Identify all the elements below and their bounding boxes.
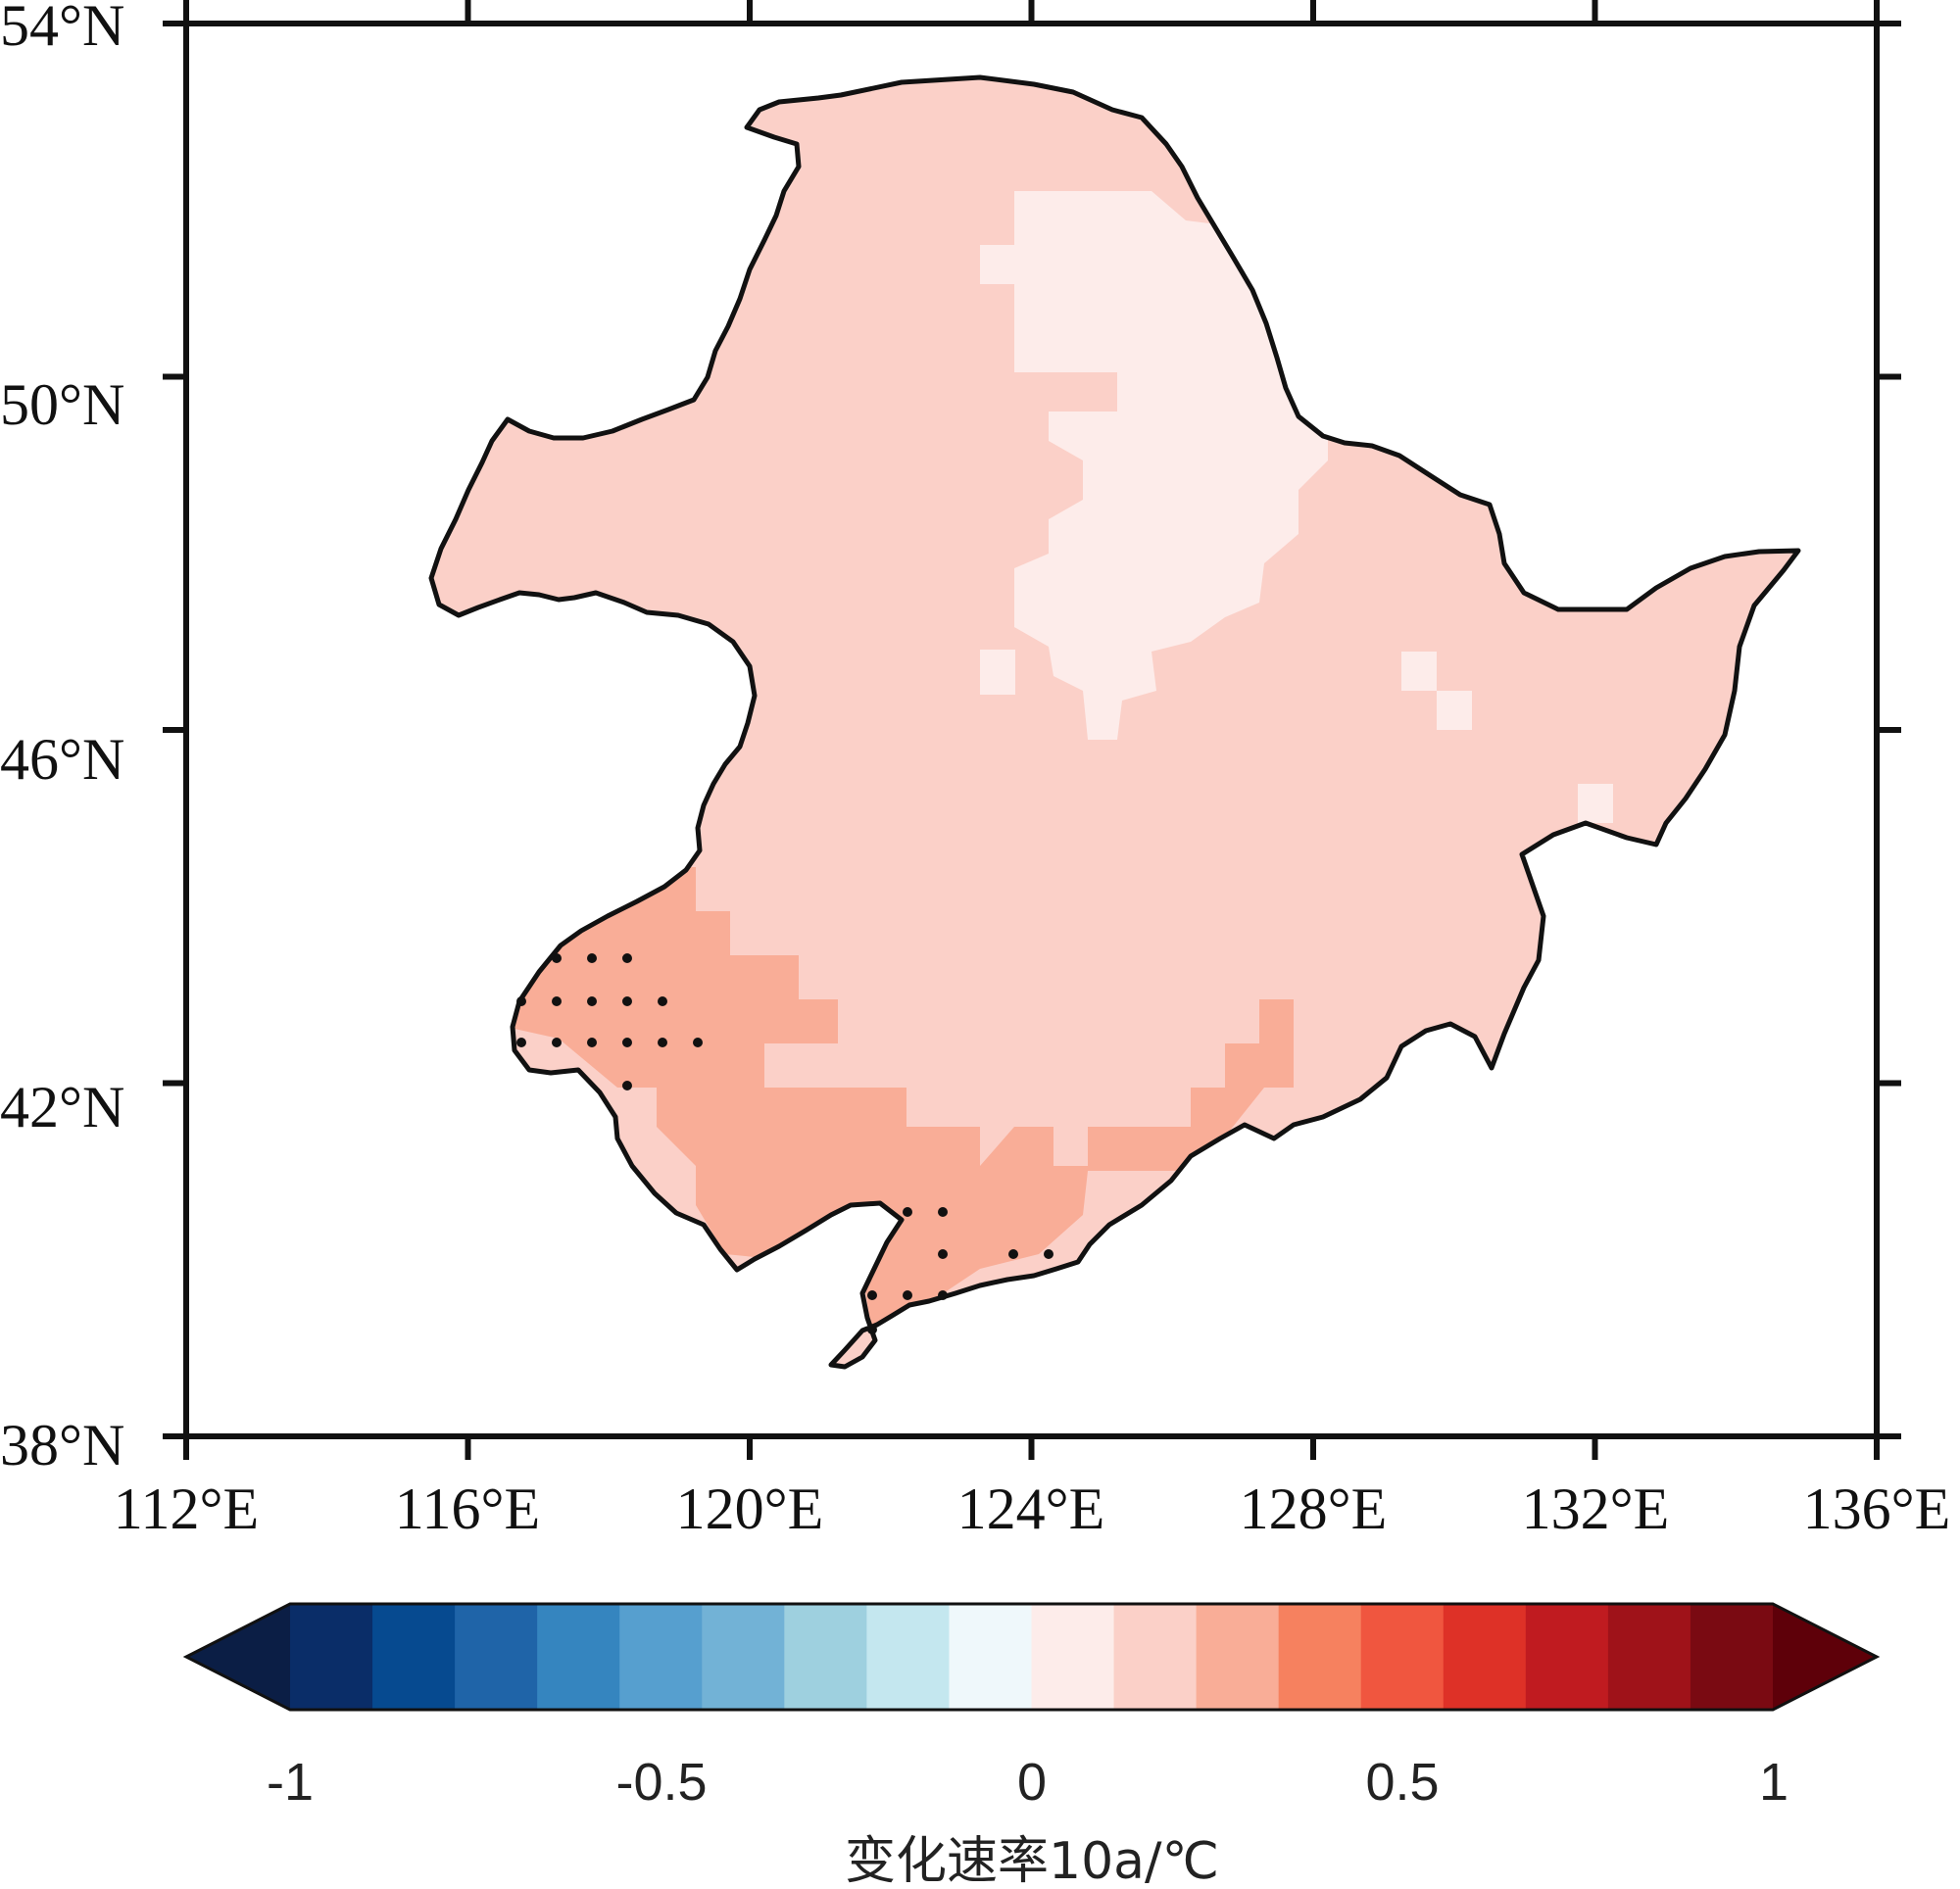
lon-label-124: 124°E bbox=[957, 1477, 1105, 1541]
trend-field-light-cell bbox=[1437, 691, 1472, 730]
lat-label-54: 54°N bbox=[0, 0, 124, 58]
significance-dot bbox=[587, 953, 597, 963]
colorbar-segments bbox=[186, 1604, 1877, 1710]
significance-dot bbox=[552, 1038, 562, 1047]
colorbar-segment bbox=[619, 1604, 703, 1710]
significance-dot bbox=[693, 1038, 703, 1047]
lat-label-46: 46°N bbox=[0, 727, 124, 792]
significance-dot bbox=[1008, 1249, 1018, 1259]
lat-label-38: 38°N bbox=[0, 1413, 124, 1477]
lon-label-132: 132°E bbox=[1522, 1477, 1670, 1541]
colorbar-segment bbox=[290, 1604, 373, 1710]
significance-dot bbox=[587, 1038, 597, 1047]
trend-field-light-cell bbox=[1578, 784, 1613, 823]
colorbar: -1 -0.5 0 0.5 1 变化速率10a/℃ bbox=[182, 1602, 1881, 1889]
colorbar-segment bbox=[949, 1604, 1033, 1710]
significance-dot bbox=[622, 996, 632, 1006]
colorbar-segment bbox=[1690, 1604, 1774, 1710]
axis-ticks bbox=[163, 0, 1901, 1460]
colorbar-segment bbox=[1196, 1604, 1280, 1710]
significance-dot bbox=[867, 1290, 877, 1300]
colorbar-tick-label: 0 bbox=[1017, 1753, 1047, 1812]
lon-label-120: 120°E bbox=[676, 1477, 824, 1541]
significance-dot bbox=[903, 1207, 912, 1217]
lon-label-116: 116°E bbox=[395, 1477, 540, 1541]
colorbar-extend-max bbox=[1773, 1604, 1877, 1710]
region-boundary-line bbox=[428, 74, 1801, 1370]
significance-dot bbox=[516, 1038, 526, 1047]
colorbar-title: 变化速率10a/℃ bbox=[845, 1832, 1219, 1889]
colorbar-segment bbox=[372, 1604, 456, 1710]
colorbar-segment bbox=[537, 1604, 620, 1710]
colorbar-tick-label: -1 bbox=[267, 1753, 314, 1812]
colorbar-segment bbox=[1360, 1604, 1445, 1710]
colorbar-segment bbox=[702, 1604, 785, 1710]
lat-label-50: 50°N bbox=[0, 372, 124, 437]
map-area: 54°N 50°N 46°N 42°N 38°N 112°E 116°E 120… bbox=[0, 0, 1950, 1541]
lat-label-42: 42°N bbox=[0, 1075, 124, 1139]
significance-dot bbox=[587, 996, 597, 1006]
colorbar-segment bbox=[1278, 1604, 1362, 1710]
significance-dot bbox=[552, 996, 562, 1006]
trend-field-light-cell bbox=[980, 650, 1015, 695]
colorbar-segment bbox=[1443, 1604, 1527, 1710]
significance-dot bbox=[622, 1081, 632, 1090]
colorbar-extend-min bbox=[186, 1604, 290, 1710]
colorbar-segment bbox=[1113, 1604, 1198, 1710]
colorbar-segment bbox=[1607, 1604, 1691, 1710]
significance-dot bbox=[1044, 1249, 1054, 1259]
trend-field-light-patch bbox=[980, 191, 1328, 740]
colorbar-segment bbox=[1031, 1604, 1115, 1710]
colorbar-tick-label: 1 bbox=[1759, 1753, 1788, 1812]
colorbar-tick-label: 0.5 bbox=[1365, 1753, 1439, 1812]
significance-dot bbox=[622, 953, 632, 963]
significance-dot bbox=[658, 1038, 667, 1047]
lon-label-112: 112°E bbox=[114, 1477, 259, 1541]
trend-field-light-cell bbox=[1401, 652, 1437, 691]
significance-dot bbox=[938, 1249, 948, 1259]
trend-field-warm-area bbox=[514, 867, 1294, 1332]
significance-dot bbox=[938, 1207, 948, 1217]
colorbar-outline bbox=[182, 1602, 1881, 1712]
lon-label-128: 128°E bbox=[1240, 1477, 1388, 1541]
colorbar-segment bbox=[866, 1604, 951, 1710]
colorbar-tick-label: -0.5 bbox=[615, 1753, 707, 1812]
significance-dot bbox=[658, 996, 667, 1006]
colorbar-segment bbox=[455, 1604, 538, 1710]
significance-dot bbox=[903, 1290, 912, 1300]
significance-dot bbox=[622, 1038, 632, 1047]
lon-label-136: 136°E bbox=[1803, 1477, 1951, 1541]
colorbar-segment bbox=[784, 1604, 867, 1710]
colorbar-segment bbox=[1525, 1604, 1609, 1710]
trend-field-layer bbox=[431, 77, 1798, 1367]
